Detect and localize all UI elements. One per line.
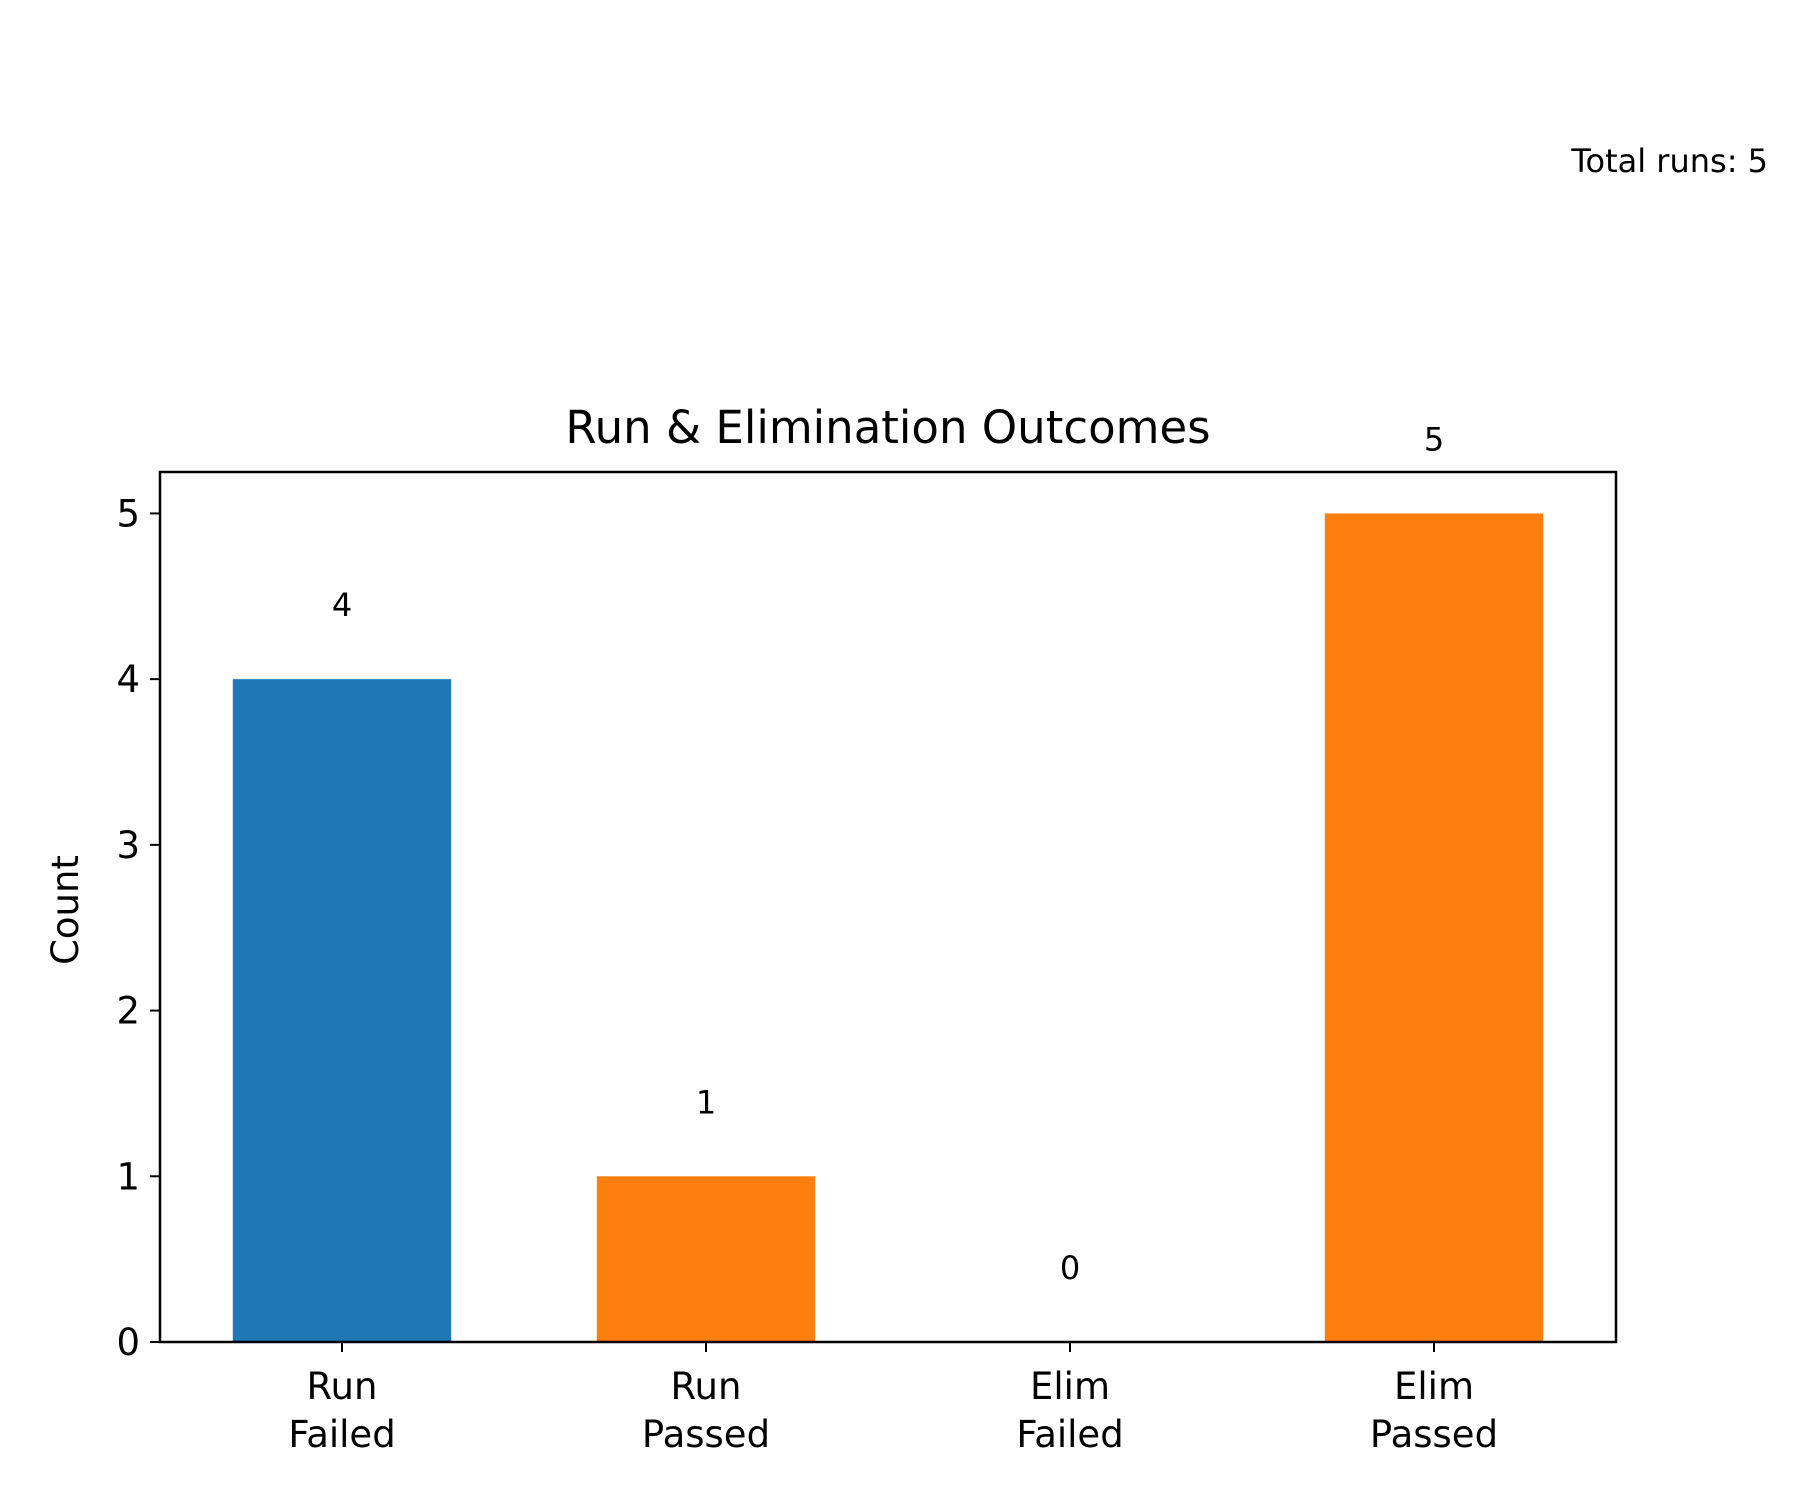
y-tick-label: 4: [116, 658, 140, 701]
y-axis-label: Count: [44, 855, 87, 965]
data-labels-layer: 4 1 0 5: [332, 420, 1444, 1287]
x-tick-label: Elim: [1394, 1365, 1474, 1408]
bar-run-passed: [596, 1176, 816, 1342]
x-tick-label: Passed: [1370, 1413, 1498, 1456]
y-tick-label: 3: [116, 824, 140, 867]
data-label: 0: [1060, 1249, 1080, 1287]
chart-title: Run & Elimination Outcomes: [565, 401, 1210, 454]
bar-elim-passed: [1324, 513, 1544, 1342]
x-tick-label: Failed: [1016, 1413, 1123, 1456]
data-label: 4: [332, 586, 352, 624]
bars-layer: [232, 513, 1544, 1342]
data-label: 1: [696, 1083, 716, 1121]
plot-frame: [158, 470, 1618, 1344]
data-label: 5: [1424, 420, 1444, 458]
y-axis: 0 1 2 3 4 5: [116, 492, 160, 1364]
y-tick-label: 2: [116, 990, 140, 1033]
x-tick-label: Passed: [642, 1413, 770, 1456]
x-tick-label: Run: [307, 1365, 378, 1408]
y-tick-label: 1: [116, 1155, 140, 1198]
x-tick-label: Run: [671, 1365, 742, 1408]
y-tick-label: 5: [116, 492, 140, 535]
y-tick-label: 0: [116, 1321, 140, 1364]
bar-run-failed: [232, 679, 452, 1342]
total-runs-annotation: Total runs: 5: [1570, 142, 1768, 180]
x-tick-label: Failed: [288, 1413, 395, 1456]
x-tick-label: Elim: [1030, 1365, 1110, 1408]
x-axis: Run Failed Run Passed Elim Failed Elim Passed: [288, 1342, 1498, 1456]
